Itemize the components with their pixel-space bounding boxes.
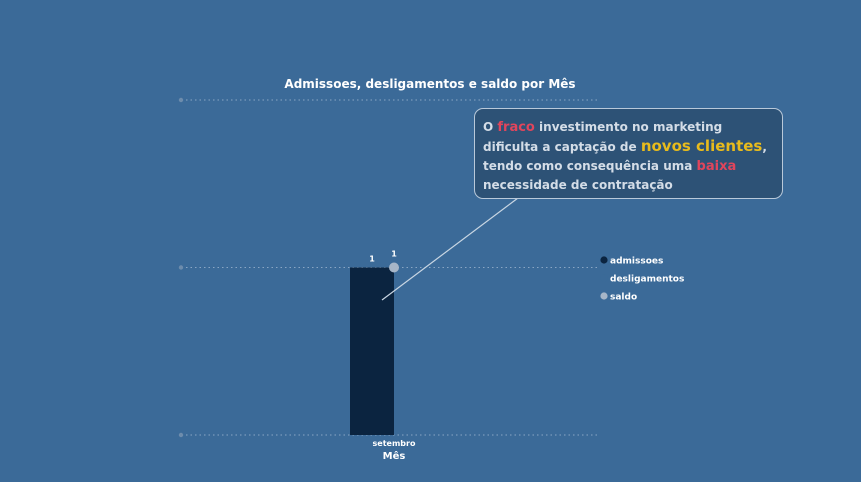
chart-marks: 11: [350, 250, 399, 435]
y-axis-tick-marker: [178, 265, 184, 270]
x-axis-title: Mês: [383, 450, 406, 462]
annotation-highlight-fraco: fraco: [497, 120, 535, 135]
y-axis-tick-marker: [178, 432, 184, 438]
legend-label-admissoes: admissoes: [610, 257, 663, 267]
annotation-text-4: necessidade de contratação: [483, 178, 673, 192]
legend-label-desligamentos: desligamentos: [610, 275, 684, 285]
legend-marker-saldo: [600, 292, 608, 300]
annotation-text-3: , tendo como consequência uma: [483, 140, 767, 173]
legend-label-saldo: saldo: [610, 293, 637, 303]
annotation-highlight-novos-clientes: novos clientes: [640, 137, 763, 155]
annotation-text-1: O: [483, 120, 498, 134]
data-label-saldo: 1: [391, 250, 397, 259]
legend: admissoes desligamentos saldo: [600, 256, 684, 303]
annotation-connector-line: [381, 197, 519, 301]
legend-marker-admissoes: [600, 256, 608, 264]
annotation-highlight-baixa: baixa: [696, 159, 737, 174]
point-saldo: [389, 262, 399, 273]
y-axis-tick-marker: [178, 97, 184, 103]
chart-title: Admissoes, desligamentos e saldo por Mês: [284, 77, 575, 91]
gridlines: [178, 97, 598, 438]
data-label-admissoes: 1: [369, 255, 375, 264]
annotation-callout: O fraco investimento no marketing dificu…: [474, 108, 783, 199]
legend-marker-desligamentos: [600, 274, 608, 282]
bar-admissoes: [350, 267, 394, 435]
annotation-text-2: investimento no marketing dificulta a ca…: [483, 120, 723, 154]
x-axis: setembro: [373, 439, 416, 448]
x-tick-label: setembro: [373, 439, 416, 448]
